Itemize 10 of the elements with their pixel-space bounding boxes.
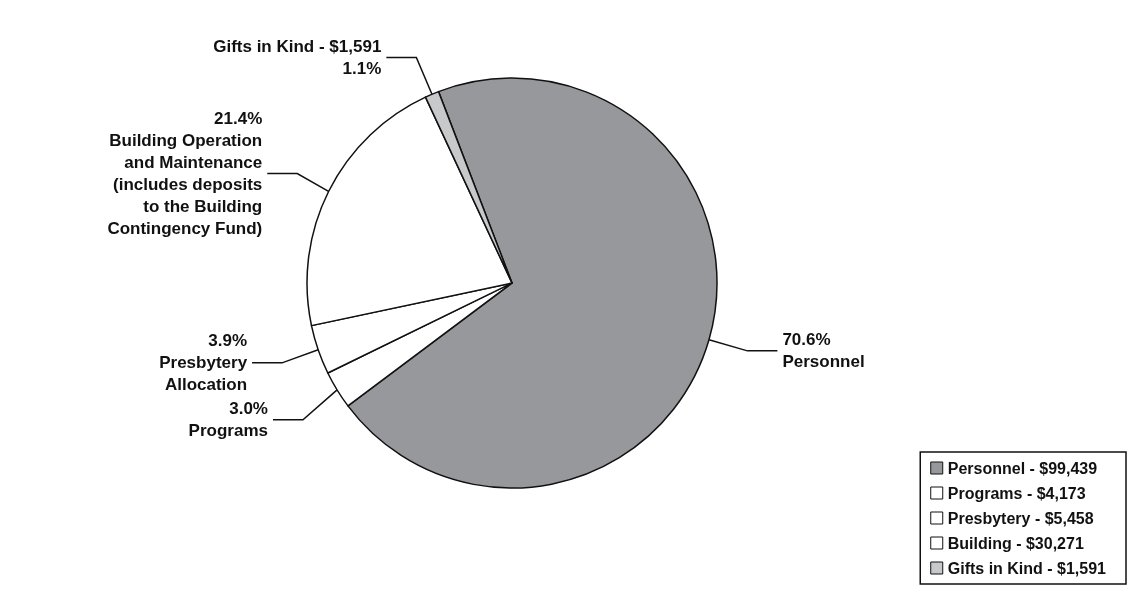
legend-label: Building - $30,271: [947, 534, 1084, 552]
legend-label: Gifts in Kind - $1,591: [947, 559, 1107, 577]
legend-label: Presbytery - $5,458: [947, 509, 1094, 527]
data-label: 3.9% Presbytery Allocation: [159, 331, 248, 395]
data-label: Gifts in Kind - $1,591 1.1%: [213, 36, 382, 78]
legend-label: Personnel - $99,439: [947, 459, 1098, 477]
data-label: 21.4% Building Operation and Maintenance (includes deposits to the Building Contingency Fund): [107, 109, 263, 239]
legend-label: Programs - $4,173: [947, 484, 1086, 502]
data-label: 70.6% Personnel: [782, 330, 865, 372]
data-label: 3.0% Programs: [188, 399, 268, 441]
